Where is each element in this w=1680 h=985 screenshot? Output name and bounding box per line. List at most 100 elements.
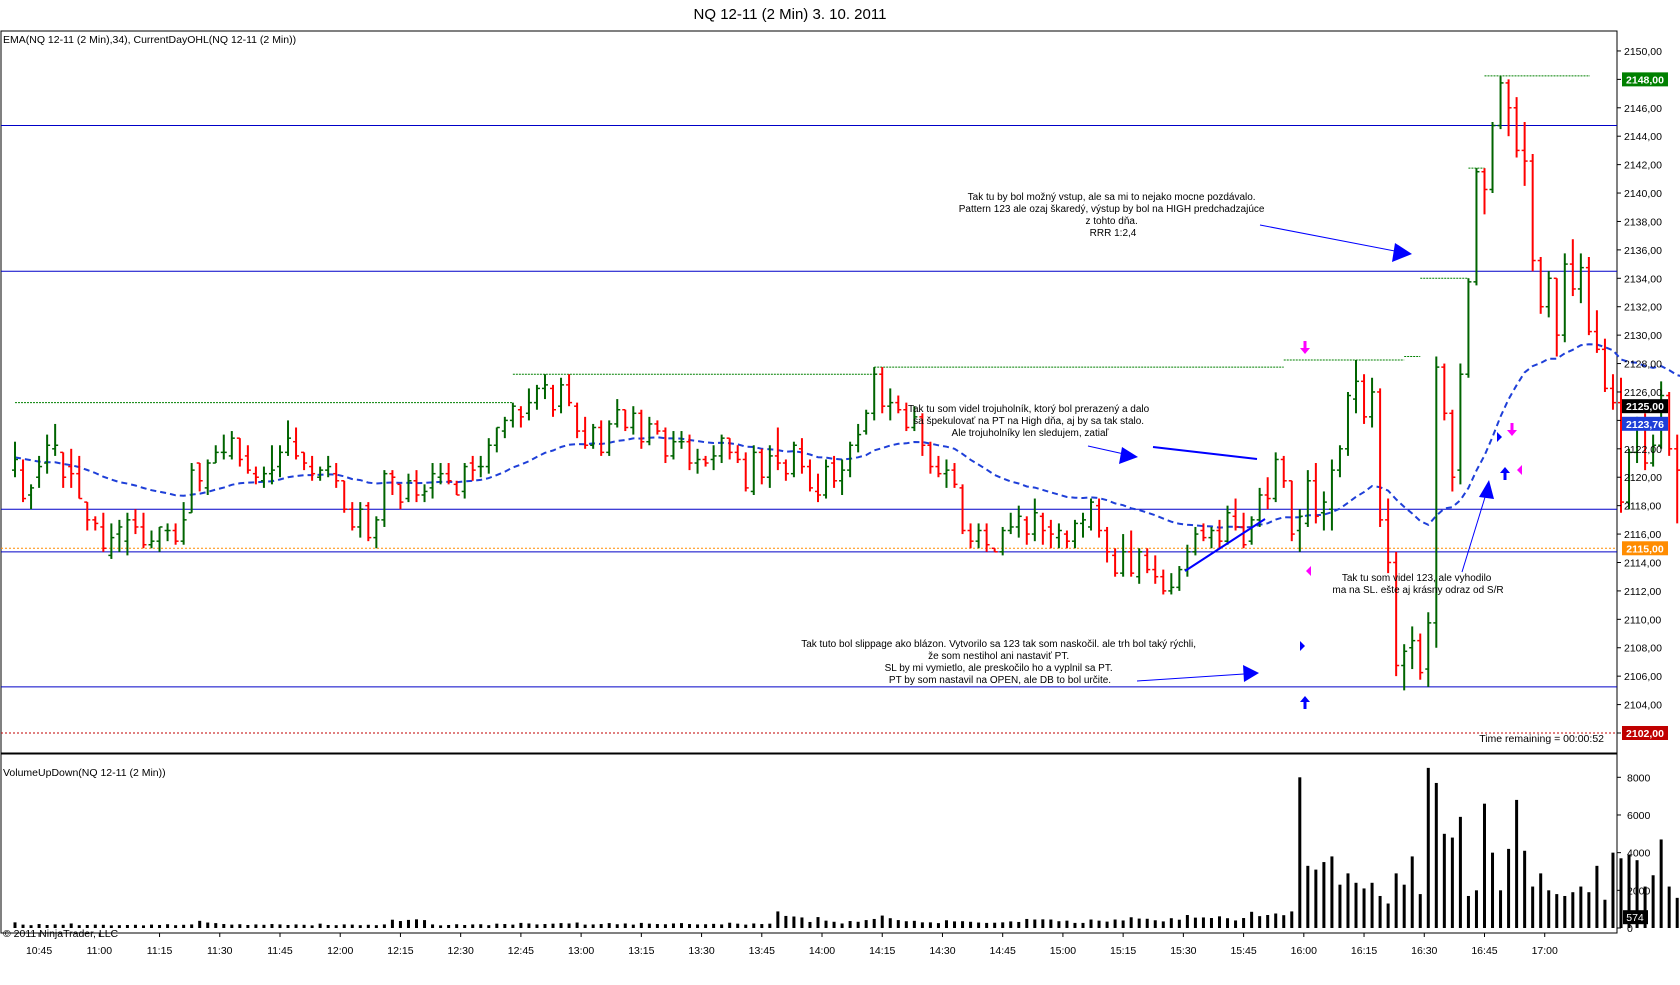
volume-bar <box>1643 886 1647 928</box>
volume-bar <box>1121 920 1125 928</box>
ohlc-bar <box>758 448 765 485</box>
volume-bar <box>768 923 772 928</box>
volume-bar <box>487 925 491 928</box>
volume-bar <box>1378 895 1382 928</box>
copyright: © 2011 NinjaTrader, LLC <box>3 928 119 940</box>
annotation-triangle[interactable]: Tak tu som videl trojuholník, ktorý bol … <box>908 404 1152 464</box>
exit-marker-icon <box>1306 566 1311 576</box>
volume-bar <box>366 924 370 928</box>
volume-bar <box>1458 816 1462 928</box>
time-tick-label: 12:00 <box>327 945 353 957</box>
ohlc-bar <box>1112 548 1119 577</box>
price-tag-label: 2148,00 <box>1626 74 1664 86</box>
volume-bar <box>1298 777 1302 928</box>
ohlc-bar <box>413 470 420 503</box>
ohlc-bar <box>1513 97 1520 158</box>
ohlc-bar <box>268 445 275 485</box>
ohlc-bar <box>550 384 557 417</box>
volume-bar <box>953 921 957 928</box>
ohlc-bar <box>1401 644 1408 691</box>
ohlc-bar <box>1136 548 1143 584</box>
volume-bar <box>607 923 611 928</box>
volume-bar <box>671 923 675 928</box>
volume-bar <box>390 919 394 928</box>
ohlc-bar <box>734 445 741 464</box>
ohlc-bar <box>1593 310 1600 353</box>
volume-bar <box>1482 803 1486 928</box>
volume-bar <box>591 924 595 928</box>
ohlc-bar <box>1666 391 1673 456</box>
ohlc-bar <box>1047 519 1054 549</box>
ohlc-bar <box>357 502 364 538</box>
ohlc-bar <box>590 423 597 449</box>
price-tick-label: 2106,00 <box>1624 671 1662 683</box>
ohlc-bar <box>1144 548 1151 574</box>
ohlc-bar <box>638 409 645 449</box>
annotation-123-sl[interactable]: Tak tu som videl 123, ale vyhodilo ma na… <box>1332 480 1504 596</box>
volume-bar <box>872 918 876 928</box>
time-remaining: Time remaining = 00:00:52 <box>1479 733 1604 745</box>
ohlc-bar <box>798 438 805 474</box>
volume-bar <box>1659 839 1663 928</box>
price-tick-label: 2120,00 <box>1624 472 1662 484</box>
ohlc-bar <box>493 426 500 453</box>
ohlc-bar <box>1529 153 1536 272</box>
ohlc-bar <box>1079 512 1086 538</box>
ohlc-bar <box>782 459 789 481</box>
price-tick-label: 2116,00 <box>1624 529 1661 541</box>
volume-bar <box>270 924 274 928</box>
ohlc-bar <box>1658 381 1665 449</box>
ohlc-bar <box>983 523 990 552</box>
volume-bar <box>832 921 836 928</box>
volume-bar <box>567 923 571 928</box>
volume-bar <box>1330 856 1334 928</box>
volume-bar <box>1161 921 1165 928</box>
triangle-drawing[interactable] <box>1152 446 1266 572</box>
volume-bar <box>543 924 547 928</box>
ohlc-bar <box>959 484 966 535</box>
volume-bar <box>912 920 916 928</box>
price-tag-label: 2123,76 <box>1626 419 1664 431</box>
annotation-line: RRR 1:2,4 <box>1090 228 1137 239</box>
volume-bar <box>254 924 258 928</box>
ohlc-bar <box>823 459 830 499</box>
price-tick-label: 2144,00 <box>1624 131 1662 143</box>
volume-bar <box>1418 894 1422 928</box>
ohlc-bar <box>598 420 605 456</box>
ohlc-bar <box>116 519 123 552</box>
ohlc-bar <box>1609 374 1616 410</box>
volume-bar <box>1169 918 1173 928</box>
annotation-slippage[interactable]: Tak tuto bol slippage ako blázon. Vytvor… <box>801 639 1259 686</box>
volume-bar <box>776 911 780 928</box>
ohlc-bar <box>1288 480 1295 542</box>
volume-bar <box>864 920 868 928</box>
ohlc-bar <box>349 502 356 531</box>
volume-bar <box>712 923 716 928</box>
ohlc-bar <box>501 416 508 439</box>
annotation-line: Pattern 123 ale ozaj škaredý, výstup by … <box>959 204 1265 215</box>
price-tag-label: 2125,00 <box>1626 401 1664 413</box>
annotation-line: Tak tuto bol slippage ako blázon. Vytvor… <box>801 639 1196 650</box>
ohlc-bar <box>1224 505 1231 545</box>
volume-bar <box>1442 833 1446 928</box>
volume-bar <box>1370 882 1374 928</box>
ohlc-bar <box>541 374 548 400</box>
annotation-line: sa špekulovať na PT na High dňa, aj by s… <box>913 416 1144 427</box>
volume-bar <box>302 924 306 928</box>
ohlc-bar <box>879 367 886 414</box>
ohlc-bar <box>1304 470 1311 527</box>
volume-bar <box>286 924 290 928</box>
price-indicator-label: EMA(NQ 12-11 (2 Min),34), CurrentDayOHL(… <box>3 34 296 46</box>
volume-bar <box>214 923 218 928</box>
ohlc-bar <box>1256 487 1263 527</box>
time-tick-label: 15:45 <box>1230 945 1256 957</box>
volume-bar <box>29 925 33 928</box>
ohlc-bar <box>92 516 99 531</box>
volume-bar <box>1137 918 1141 928</box>
volume-bar <box>398 921 402 928</box>
annotation-pattern-123[interactable]: Tak tu by bol možný vstup, ale sa mi to … <box>959 192 1412 262</box>
volume-bar <box>1499 890 1503 928</box>
ohlc-bar <box>1240 512 1247 549</box>
ohlc-bar <box>341 480 348 513</box>
volume-bar <box>936 923 940 928</box>
